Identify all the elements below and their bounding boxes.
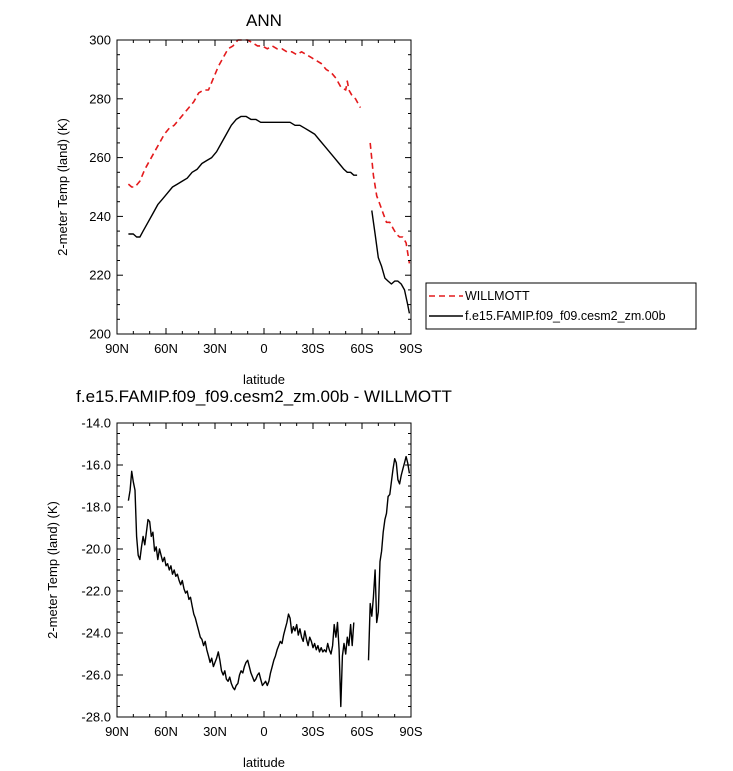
x-tick-label: 90N bbox=[105, 341, 129, 356]
x-tick-label: 30N bbox=[203, 724, 227, 739]
axes: 90N 60N 30N 0 30S 60S 90S 200 220 240 260 280 300 bbox=[89, 33, 423, 357]
y-tick-label: -16.0 bbox=[81, 458, 111, 473]
y-tick-label: 280 bbox=[89, 91, 111, 106]
x-axis-label: latitude bbox=[243, 372, 285, 387]
axes: 90N 60N 30N 0 30S 60S 90S -28.0 -26.0 -24.0 -22.0 -… bbox=[81, 416, 423, 740]
plot-area bbox=[127, 39, 411, 314]
x-tick-label: 60N bbox=[154, 724, 178, 739]
y-tick-label: -28.0 bbox=[81, 710, 111, 725]
x-tick-label: 90S bbox=[399, 724, 422, 739]
x-tick-label: 30N bbox=[203, 341, 227, 356]
legend-box bbox=[425, 282, 697, 330]
y-tick-label: -18.0 bbox=[81, 500, 111, 515]
x-tick-label: 90S bbox=[399, 341, 422, 356]
plot-frame bbox=[116, 39, 412, 335]
y-axis-label: 2-meter Temp (land) (K) bbox=[45, 501, 60, 639]
y-tick-label: 240 bbox=[89, 209, 111, 224]
y-tick-label: 220 bbox=[89, 268, 111, 283]
y-axis-label: 2-meter Temp (land) (K) bbox=[55, 118, 70, 256]
legend-label-cesm2: f.e15.FAMIP.f09_f09.cesm2_zm.00b bbox=[465, 309, 666, 323]
plot-frame bbox=[116, 422, 412, 718]
chart-title: ANN bbox=[246, 11, 282, 30]
series-line-cesm2 bbox=[371, 210, 411, 314]
difference-chart: f.e15.FAMIP.f09_f09.cesm2_zm.00b - WILLM… bbox=[45, 387, 452, 770]
series-line-willmott bbox=[369, 142, 411, 264]
x-tick-label: 0 bbox=[260, 724, 267, 739]
series-line-difference bbox=[127, 470, 355, 708]
plot-area bbox=[127, 455, 411, 708]
chart-title: f.e15.FAMIP.f09_f09.cesm2_zm.00b - WILLM… bbox=[76, 387, 452, 406]
x-axis-label: latitude bbox=[243, 755, 285, 770]
y-tick-label: 300 bbox=[89, 33, 111, 48]
x-tick-label: 90N bbox=[105, 724, 129, 739]
y-tick-label: -20.0 bbox=[81, 542, 111, 557]
y-tick-label: -14.0 bbox=[81, 416, 111, 431]
zonal-mean-temperature-chart: ANN 90N 60N 30N 0 30S 60S 90S 200 220 240 260 280 30… bbox=[55, 11, 423, 387]
legend: WILLMOTT f.e15.FAMIP.f09_f09.cesm2_zm.00… bbox=[425, 282, 697, 330]
series-line-willmott bbox=[127, 39, 362, 188]
x-tick-label: 60S bbox=[350, 341, 373, 356]
y-tick-label: -24.0 bbox=[81, 626, 111, 641]
x-tick-label: 30S bbox=[301, 724, 324, 739]
y-tick-label: -26.0 bbox=[81, 668, 111, 683]
x-tick-label: 30S bbox=[301, 341, 324, 356]
series-line-difference bbox=[367, 455, 411, 661]
y-tick-label: 260 bbox=[89, 150, 111, 165]
x-tick-label: 60N bbox=[154, 341, 178, 356]
y-tick-label: 200 bbox=[89, 327, 111, 342]
legend-label-willmott: WILLMOTT bbox=[465, 289, 530, 303]
x-tick-label: 60S bbox=[350, 724, 373, 739]
series-line-cesm2 bbox=[128, 115, 358, 238]
y-tick-label: -22.0 bbox=[81, 584, 111, 599]
x-tick-label: 0 bbox=[260, 341, 267, 356]
